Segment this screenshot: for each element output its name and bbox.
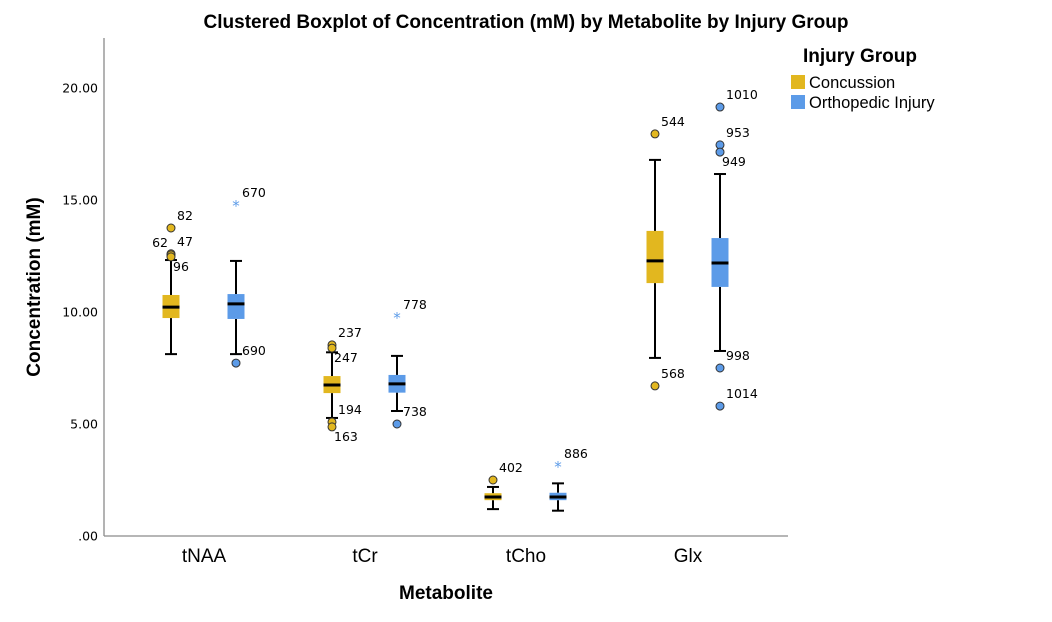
x-tick-label: tCr [352,546,378,567]
outlier-label: 96 [173,259,189,274]
iqr-box [646,230,664,284]
iqr-box [227,294,245,319]
outlier-label: 163 [334,429,358,444]
y-tick-label: 5.00 [70,417,98,432]
outlier-point [392,419,402,429]
x-tick-label: Glx [674,546,703,567]
outlier-label: 949 [722,154,746,169]
outlier-point [488,475,498,485]
outlier-label: 738 [403,404,427,419]
box-concussion-tcho: 402 [484,460,523,511]
y-ticks: .00 5.00 10.00 15.00 20.00 [62,81,98,544]
outlier-label: 998 [726,348,750,363]
legend: Injury Group Concussion Orthopedic Injur… [791,46,935,112]
box-orthopedic-injury-tcho: *886 [549,446,588,512]
y-axis-title: Concentration (mM) [24,197,45,376]
outlier-point [715,147,725,157]
outlier-label: 82 [177,208,193,223]
box-concussion-glx: 544 568 [646,114,685,391]
y-tick-label: 10.00 [62,305,98,320]
legend-label-concussion: Concussion [809,74,895,92]
outlier-label: 544 [661,114,685,129]
outlier-point [166,223,176,233]
box-orthopedic-injury-glx: 1010 953 949 998 1014 [711,87,758,411]
outlier-label: 670 [242,185,266,200]
x-ticks: tNAA tCr tCho Glx [182,546,703,567]
box-orthopedic-injury-tcr: *778 738 [388,297,427,429]
legend-title: Injury Group [803,46,917,67]
box-orthopedic-injury-tnaa: *670 690 [227,185,266,368]
outlier-point [650,129,660,139]
outlier-point [715,401,725,411]
box-concussion-tcr: 237 247 194 163 [323,325,362,444]
extreme-outlier-star: * [554,458,562,476]
outlier-label: 247 [334,350,358,365]
extreme-outlier-star: * [393,309,401,327]
y-tick-label: 15.00 [62,193,98,208]
x-axis-title: Metabolite [399,583,493,604]
outlier-label: 690 [242,343,266,358]
outlier-label: 1010 [726,87,758,102]
legend-swatch-orthopedic [791,95,805,109]
outlier-label: 402 [499,460,523,475]
box-concussion-tnaa: 82 47 62 96 [152,208,193,356]
outlier-label: 1014 [726,386,758,401]
y-tick-label: 20.00 [62,81,98,96]
outlier-point [231,358,241,368]
outlier-label: 886 [564,446,588,461]
outlier-label: 194 [338,402,362,417]
x-tick-label: tNAA [182,546,227,567]
outlier-point [650,381,660,391]
outlier-label: 953 [726,125,750,140]
box-groups: 82476296237247194163402544568*670690*778… [152,87,758,512]
outlier-point [715,102,725,112]
outlier-label: 778 [403,297,427,312]
outlier-point [327,343,337,353]
legend-label-orthopedic: Orthopedic Injury [809,94,935,112]
chart-title: Clustered Boxplot of Concentration (mM) … [204,12,849,33]
outlier-label: 237 [338,325,362,340]
outlier-point [327,422,337,432]
outlier-label: 568 [661,366,685,381]
legend-swatch-concussion [791,75,805,89]
outlier-label: 62 [152,235,168,250]
outlier-point [166,252,176,262]
extreme-outlier-star: * [232,197,240,215]
outlier-point [715,363,725,373]
x-tick-label: tCho [506,546,546,567]
outlier-label: 47 [177,234,193,249]
y-tick-label: .00 [78,529,98,544]
